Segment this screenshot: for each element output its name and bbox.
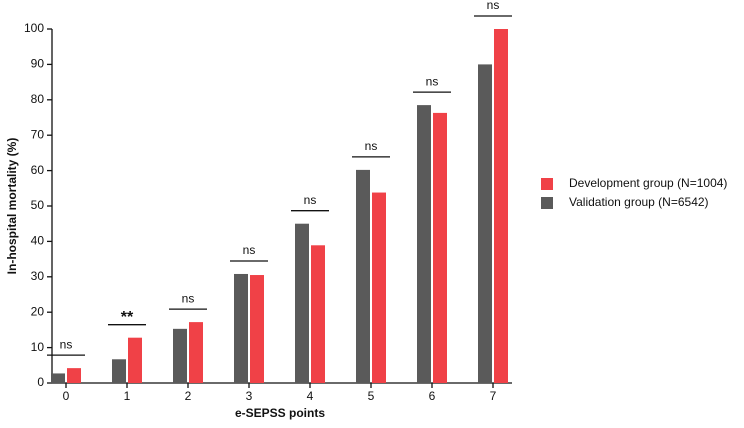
- bar: [356, 169, 370, 383]
- bar: [417, 105, 431, 384]
- legend-label: Development group (N=1004): [569, 176, 727, 190]
- x-tick-label: 0: [63, 389, 70, 403]
- x-tick-label: 7: [490, 389, 497, 403]
- y-tick-label: 40: [31, 234, 45, 248]
- bar: [494, 29, 508, 383]
- x-axis-title: e-SEPSS points: [235, 406, 325, 420]
- legend-swatch: [541, 178, 553, 190]
- annotation: ns: [304, 193, 317, 207]
- legend-swatch: [541, 197, 553, 209]
- annotation: **: [121, 309, 134, 326]
- bar: [234, 273, 248, 383]
- y-tick-label: 10: [31, 340, 45, 354]
- y-tick-label: 30: [31, 269, 45, 283]
- bar: [433, 112, 447, 383]
- annotation: ns: [365, 139, 378, 153]
- x-tick-label: 1: [124, 389, 131, 403]
- y-tick-label: 90: [31, 57, 45, 71]
- annotation: ns: [487, 0, 500, 12]
- annotation: ns: [60, 337, 73, 351]
- annotation: ns: [426, 74, 439, 88]
- y-axis-title: In-hospital mortality (%): [5, 138, 19, 275]
- bar: [128, 337, 142, 383]
- y-tick-label: 100: [24, 21, 44, 35]
- x-tick-label: 6: [429, 389, 436, 403]
- y-tick-label: 20: [31, 304, 45, 318]
- bar: [173, 328, 187, 383]
- bar: [112, 359, 126, 383]
- bar: [67, 368, 81, 383]
- y-tick-label: 80: [31, 92, 45, 106]
- y-tick-label: 0: [37, 375, 44, 389]
- y-tick-label: 70: [31, 127, 45, 141]
- annotation: ns: [182, 291, 195, 305]
- x-tick-label: 3: [246, 389, 253, 403]
- bar: [51, 373, 65, 383]
- legend-label: Validation group (N=6542): [569, 195, 709, 209]
- bar: [478, 64, 492, 384]
- bar: [372, 192, 386, 383]
- x-tick-label: 4: [307, 389, 314, 403]
- bar: [189, 322, 203, 383]
- bar: [250, 275, 264, 383]
- annotation: ns: [243, 243, 256, 257]
- y-tick-label: 50: [31, 198, 45, 212]
- bar: [311, 245, 325, 383]
- bar: [295, 223, 309, 383]
- y-tick-label: 60: [31, 163, 45, 177]
- x-tick-label: 2: [185, 389, 192, 403]
- x-tick-label: 5: [368, 389, 375, 403]
